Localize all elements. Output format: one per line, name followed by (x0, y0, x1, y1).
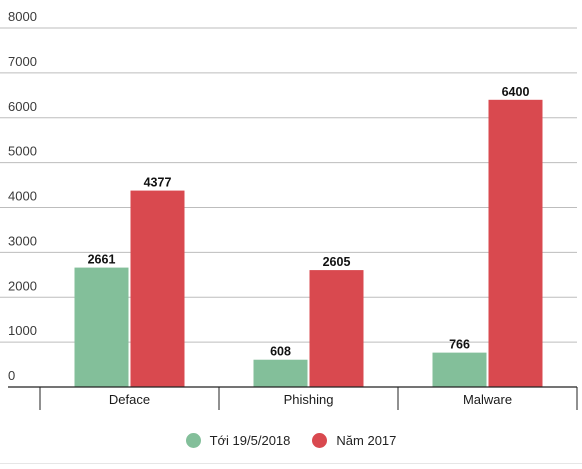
x-axis: Deface Phishing Malware (8, 386, 578, 410)
data-label: 6400 (502, 85, 530, 99)
bar (432, 352, 487, 387)
legend-item-series-2[interactable]: Năm 2017 (312, 433, 396, 448)
data-labels: 2661 4377 608 2605 766 6400 (88, 85, 530, 359)
y-tick-label: 8000 (8, 9, 37, 24)
legend-swatch-series-1 (185, 433, 201, 448)
bar (74, 267, 129, 387)
y-tick-label: 5000 (8, 144, 37, 159)
x-category-label: Deface (109, 392, 150, 407)
data-label: 608 (270, 345, 291, 359)
y-tick-label: 3000 (8, 233, 37, 248)
bar (253, 359, 308, 387)
bars (74, 99, 543, 388)
bottom-divider (0, 463, 582, 464)
y-tick-label: 4000 (8, 189, 37, 204)
y-tick-label: 2000 (8, 278, 37, 293)
bar (488, 99, 543, 388)
legend-swatch-series-2 (312, 433, 328, 448)
legend-item-series-1[interactable]: Tới 19/5/2018 (185, 433, 291, 448)
data-label: 4377 (144, 176, 172, 190)
y-tick-label: 1000 (8, 323, 37, 338)
legend: Tới 19/5/2018 Năm 2017 (0, 433, 582, 448)
x-category-label: Phishing (284, 392, 334, 407)
legend-label-series-2: Năm 2017 (336, 433, 397, 448)
y-axis-tick-labels: 0 1000 2000 3000 4000 5000 6000 7000 8000 (8, 9, 37, 383)
data-label: 766 (449, 338, 470, 352)
legend-label-series-1: Tới 19/5/2018 (209, 433, 291, 448)
x-category-label: Malware (463, 392, 512, 407)
data-label: 2605 (323, 255, 351, 269)
y-tick-label: 6000 (8, 99, 37, 114)
bar-chart: 0 1000 2000 3000 4000 5000 6000 7000 8000 2661 43… (0, 9, 578, 410)
data-label: 2661 (88, 253, 116, 267)
bar (130, 190, 185, 387)
bar (309, 270, 364, 387)
y-tick-label: 7000 (8, 54, 37, 69)
y-tick-label: 0 (8, 368, 15, 383)
